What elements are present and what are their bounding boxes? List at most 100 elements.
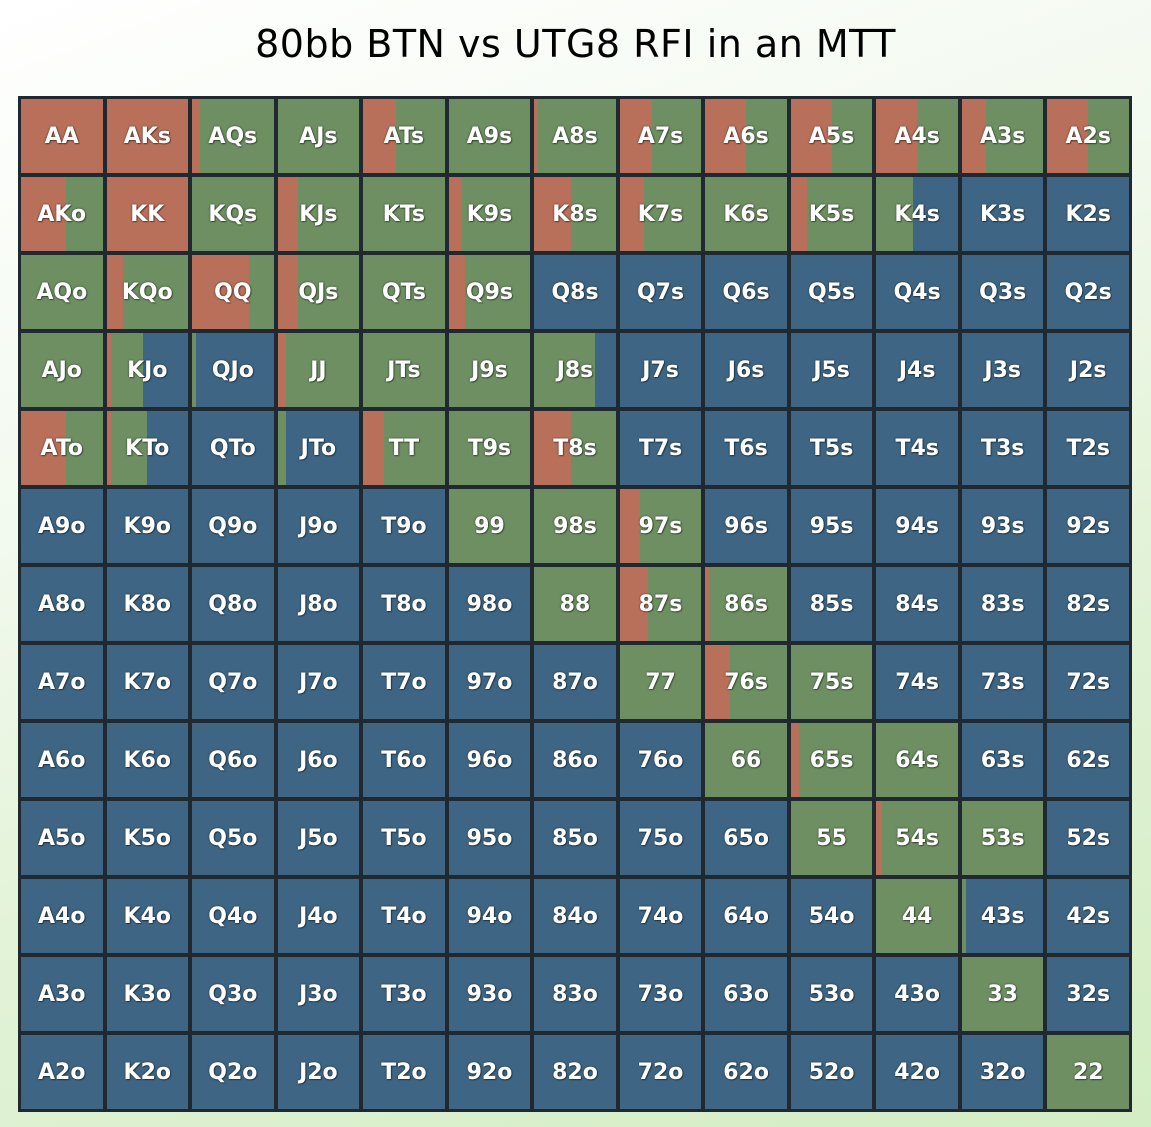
hand-label: 85o xyxy=(552,825,598,851)
hand-label: A6s xyxy=(723,123,769,149)
hand-cell: K3s xyxy=(961,177,1044,251)
hand-label: A7s xyxy=(637,123,684,149)
hand-cell: 43s xyxy=(961,879,1044,953)
hand-label: Q3o xyxy=(208,981,258,1007)
hand-label: KTs xyxy=(382,201,426,227)
hand-cell: K2o xyxy=(106,1035,189,1109)
fold-segment xyxy=(961,723,1044,797)
fold-segment xyxy=(192,957,274,1031)
fold-segment xyxy=(21,957,103,1031)
call-segment xyxy=(363,255,445,329)
fold-segment xyxy=(448,567,531,641)
call-segment xyxy=(21,333,103,407)
hand-label: AJo xyxy=(41,357,82,383)
hand-cell: JTo xyxy=(277,411,360,485)
hand-cell: T5s xyxy=(790,411,873,485)
call-segment xyxy=(570,177,616,251)
fold-segment xyxy=(277,723,360,797)
hand-label: J9s xyxy=(471,357,508,383)
hand-cell: 82s xyxy=(1047,567,1129,641)
fold-segment xyxy=(876,567,958,641)
call-segment xyxy=(619,645,702,719)
hand-cell: 94o xyxy=(448,879,531,953)
hand-label: Q8s xyxy=(551,279,599,305)
hand-label: JTo xyxy=(300,435,337,461)
hand-cell: KQs xyxy=(192,177,274,251)
fold-segment xyxy=(21,645,103,719)
hand-cell: 98s xyxy=(534,489,616,563)
hand-cell: K5o xyxy=(106,801,189,875)
call-segment xyxy=(652,99,702,173)
hand-cell: 86s xyxy=(705,567,787,641)
hand-label: 55 xyxy=(816,825,847,851)
hand-cell: KTo xyxy=(106,411,189,485)
hand-cell: K4s xyxy=(876,177,958,251)
fold-segment xyxy=(448,957,531,1031)
raise-segment xyxy=(876,99,918,173)
hand-label: J4s xyxy=(898,357,936,383)
hand-cell: AJo xyxy=(21,333,103,407)
hand-cell: 66 xyxy=(705,723,787,797)
call-segment xyxy=(807,177,873,251)
fold-segment xyxy=(790,567,873,641)
fold-segment xyxy=(363,1035,445,1109)
call-segment xyxy=(383,411,445,485)
hand-label: 87o xyxy=(552,669,598,695)
hand-cell: A8s xyxy=(534,99,616,173)
raise-segment xyxy=(790,723,800,797)
hand-cell: 82o xyxy=(534,1035,616,1109)
hand-cell: K2s xyxy=(1047,177,1129,251)
fold-segment xyxy=(448,645,531,719)
hand-label: J4o xyxy=(299,903,338,929)
hand-cell: 62o xyxy=(705,1035,787,1109)
hand-cell: T6o xyxy=(363,723,445,797)
fold-segment xyxy=(196,333,274,407)
call-segment xyxy=(1047,1035,1129,1109)
fold-segment xyxy=(1047,567,1129,641)
hand-label: Q2o xyxy=(208,1059,258,1085)
hand-cell: 32s xyxy=(1047,957,1129,1031)
fold-segment xyxy=(1047,723,1129,797)
hand-label: 43s xyxy=(980,903,1025,929)
hand-label: Q5o xyxy=(208,825,258,851)
call-segment xyxy=(640,489,702,563)
fold-segment xyxy=(961,567,1044,641)
hand-cell: 52o xyxy=(790,1035,873,1109)
hand-cell: A5s xyxy=(790,99,873,173)
raise-segment xyxy=(21,99,103,173)
hand-label: T7o xyxy=(381,669,427,695)
fold-segment xyxy=(705,489,787,563)
hand-cell: T8s xyxy=(534,411,616,485)
fold-segment xyxy=(790,255,873,329)
call-segment xyxy=(961,957,1044,1031)
hand-label: 32s xyxy=(1066,981,1111,1007)
hand-label: 75o xyxy=(637,825,684,851)
fold-segment xyxy=(363,645,445,719)
hand-label: J8s xyxy=(556,357,594,383)
hand-label: 94s xyxy=(895,513,939,539)
call-segment xyxy=(648,567,702,641)
hand-label: A2s xyxy=(1065,123,1111,149)
hand-cell: K5s xyxy=(790,177,873,251)
hand-cell: QTo xyxy=(192,411,274,485)
hand-cell: Q9s xyxy=(448,255,531,329)
fold-segment xyxy=(192,645,274,719)
hand-label: AA xyxy=(44,123,79,149)
hand-label: 87s xyxy=(638,591,683,617)
hand-label: 99 xyxy=(474,513,505,539)
hand-label: K8o xyxy=(123,591,172,617)
hand-label: T8s xyxy=(553,435,597,461)
hand-label: QJs xyxy=(298,279,339,305)
hand-cell: Q5s xyxy=(790,255,873,329)
hand-cell: 97s xyxy=(619,489,702,563)
hand-label: 22 xyxy=(1072,1059,1104,1085)
raise-segment xyxy=(534,411,572,485)
hand-label: 97o xyxy=(466,669,513,695)
hand-label: K7s xyxy=(637,201,684,227)
call-segment xyxy=(277,411,287,485)
call-segment xyxy=(65,177,103,251)
hand-label: K9o xyxy=(123,513,172,539)
hand-label: 82o xyxy=(552,1059,598,1085)
hand-label: KQs xyxy=(208,201,258,227)
hand-cell: 85o xyxy=(534,801,616,875)
